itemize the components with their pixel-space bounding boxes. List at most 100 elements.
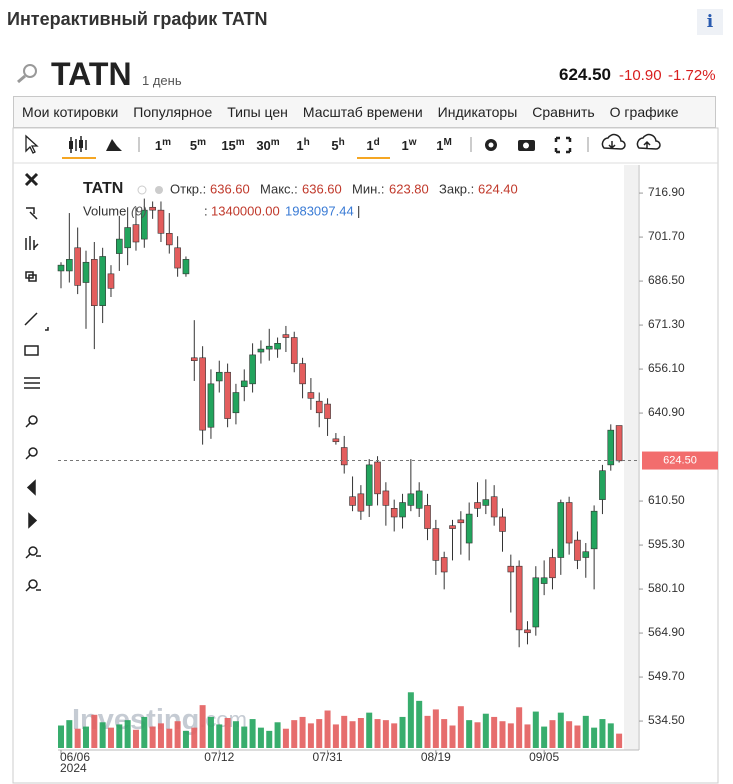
menu-item[interactable]: Популярное [133,104,213,120]
candle-body [457,519,465,524]
left-toolbar[interactable] [24,172,49,592]
menu-item[interactable]: Масштаб времени [302,104,423,120]
volume-bar [482,713,489,748]
timeframe[interactable]: 1w [401,137,416,154]
candle-body [524,629,531,634]
volume-bar [416,700,423,748]
volume-bar [299,716,306,748]
candle-body [157,209,165,234]
timeframe[interactable]: 30m [256,137,279,154]
volume-bar [166,728,173,748]
legend-open: 636.60 [210,181,250,196]
menu-item[interactable]: Сравнить [532,104,595,120]
menu-item[interactable]: О графике [609,104,679,120]
volume-bar [349,721,356,748]
legend-open-label: Откр.: [170,181,206,196]
gear-icon [155,186,163,194]
candle-body [132,224,140,243]
volume-bar [291,720,298,748]
volume-bar [457,706,464,748]
timeframe-unit: M [443,137,451,148]
volume-bar [391,723,398,748]
volume-bar [124,720,131,748]
candle-body [240,380,248,388]
watermark-suffix: .com [199,707,247,732]
timeframe[interactable]: 5m [190,137,206,154]
candle-body [590,510,598,550]
y-tick-label: 716.90 [648,185,685,199]
timeframe-number: 1 [436,138,443,153]
y-tick-label: 656.10 [648,361,685,375]
volume-bar [382,720,389,748]
candle-body [257,348,265,353]
candle-body [382,490,390,506]
info-button[interactable]: i [697,9,723,35]
volume-bar [341,715,348,748]
volume-bar [591,727,598,748]
volume-bar [241,726,248,748]
candle-body [465,513,473,544]
timeframe[interactable]: 5h [331,137,344,154]
timeframe-number: 1 [296,138,303,153]
toolbar-icons[interactable] [25,133,661,154]
candle-body [499,516,506,532]
candle-body [324,403,331,419]
future-area [624,165,638,750]
volume-bar [607,723,614,748]
volume-bar [216,724,223,748]
timeframe-unit: w [408,137,417,148]
candle-body [199,357,206,431]
volume-bar [582,715,589,748]
menu-item[interactable]: Мои котировки [22,104,119,120]
volume-bar [424,715,431,748]
volume-bar [541,726,548,748]
volume-bar [532,711,539,748]
candle-body [599,470,606,500]
timeframe[interactable]: 1d [366,137,379,154]
volume-bar [499,721,506,748]
timeframe[interactable]: 1m [155,137,171,154]
menu-item[interactable]: Типы цен [227,104,288,120]
y-tick-label: 610.50 [648,493,685,507]
volume-bar [574,725,581,748]
change: -10.90 [619,67,662,84]
symbol: TATN [51,56,132,92]
timeframe[interactable]: 15m [221,137,244,154]
volume-bar [207,716,214,748]
timeframe-unit: h [339,137,345,148]
candle-body [215,371,223,382]
timeframe-unit: m [197,137,206,148]
candle-body [607,429,615,466]
timeframe-number: 5 [190,138,197,153]
x-tick-label: 09/05 [529,750,559,764]
candle-body [532,577,540,628]
candle-body [574,539,581,561]
volume-bar [474,722,481,748]
candle-body [507,565,515,573]
candle-body [474,502,481,509]
volume-bar [66,720,73,748]
candle-body [449,525,456,529]
timeframe[interactable]: 1M [436,137,452,154]
y-tick-label: 640.90 [648,405,685,419]
timeframe-number: 1 [401,138,408,153]
menu-item[interactable]: Индикаторы [437,104,518,120]
volume-bar [58,725,64,748]
legend-high: 636.60 [302,181,342,196]
candle-body [390,508,398,518]
candle-body [82,261,90,283]
volume-bar [182,730,189,748]
volume-bar [174,721,181,748]
volume-bar [441,719,448,748]
y-tick-label: 671.30 [648,317,685,331]
timeframe[interactable]: 1h [296,137,309,154]
candle-body [74,247,81,286]
candle-body [99,256,106,306]
timeframe-number: 1 [155,138,162,153]
change-pct: -1.72% [668,67,716,84]
timeframe-unit: m [162,137,171,148]
volume-bar [316,719,323,748]
search-icon[interactable] [17,64,37,84]
candle-body [182,259,190,275]
